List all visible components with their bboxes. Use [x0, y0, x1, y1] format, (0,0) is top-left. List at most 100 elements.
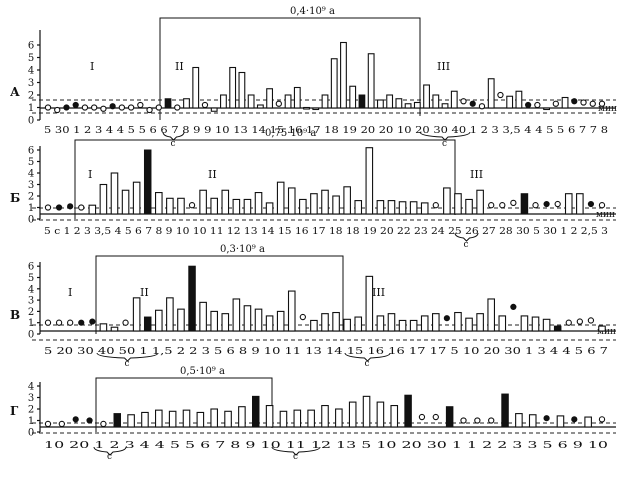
panel-2-data-point [532, 202, 539, 209]
panel-3-data-bar [465, 317, 473, 332]
panel-4-data-bar [335, 408, 343, 428]
panel-3-data-point [122, 319, 129, 326]
panel-4-data-bar [279, 410, 288, 428]
panel-2-data-point [188, 202, 196, 209]
panel-4-data-point [474, 417, 481, 424]
panel-1-data-point [109, 103, 116, 110]
panel-4-data-point [432, 413, 439, 421]
panel-2-data-point [432, 202, 439, 209]
panel-3-data-bar [387, 313, 396, 332]
panel-1-data-point [54, 106, 61, 114]
panel-2-y-tick-label: 6 [28, 146, 34, 157]
panel-3-data-point [587, 317, 595, 324]
panel-1-interval-label-1: с [171, 139, 176, 149]
panel-4-data-bar [196, 411, 205, 428]
panel-1-data-bar [192, 66, 200, 109]
panel-4-data-bar [556, 415, 565, 428]
panel-4-data-point [598, 416, 606, 423]
panel-2-unit-label: мин [596, 210, 615, 220]
panel-4-data-point [72, 416, 79, 423]
panel-1-data-bar [330, 58, 338, 109]
panel-3-phase-bracket [95, 255, 344, 334]
panel-3-phase-label-2: II [140, 286, 149, 299]
panel-3-interval-label-1: с [125, 359, 130, 369]
panel-2-data-bar [420, 202, 429, 215]
panel-3-y-tick-label: 2 [28, 307, 34, 318]
panel-3-data-bar [553, 325, 562, 332]
panel-3-data-bar [254, 308, 263, 332]
panel-1-data-point [127, 104, 135, 111]
panel-1-data-bar [441, 103, 449, 109]
panel-2-data-bar [155, 192, 163, 215]
panel-3-y-tick-label: 4 [28, 284, 34, 295]
panel-3-data-bar [188, 265, 196, 332]
panel-2-data-bar [387, 200, 396, 215]
panel-1-data-point [81, 104, 89, 111]
panel-4-data-bar [113, 413, 121, 428]
panel-3-data-bar [132, 297, 141, 332]
panel-1-data-bar [487, 78, 495, 109]
panel-2-interval-brace-1 [454, 232, 479, 242]
panel-2-data-point [44, 204, 52, 211]
panel-2-data-bar [132, 181, 141, 215]
panel-4-data-bar [182, 409, 191, 428]
panel-4-data-bar [376, 401, 385, 428]
panel-3-data-bar [420, 315, 429, 332]
panel-2-data-point [587, 200, 595, 208]
panel-2-data-bar [310, 193, 318, 215]
panel-1-y-tick-label: 5 [28, 53, 34, 64]
panel-2-data-point [598, 202, 606, 209]
panel-4-data-bar [445, 406, 454, 428]
panel-4-data-bar [362, 395, 371, 428]
panel-4-data-point [44, 420, 52, 428]
panel-1-data-point [497, 91, 504, 99]
panel-1-phase-label-2: II [175, 60, 184, 73]
panel-3-y-tick-label: 6 [28, 262, 34, 273]
panel-3-interval-brace-1 [96, 352, 159, 362]
panel-4-data-point [418, 413, 426, 421]
panel-3-data-bar [498, 315, 507, 332]
panel-3-data-point [44, 319, 52, 326]
panel-2-panel-letter: Б [10, 191, 20, 205]
panel-2-data-bar [564, 193, 573, 215]
panel-3-data-bar [143, 316, 152, 332]
panel-4-data-bar [307, 409, 315, 428]
panel-2-data-point [67, 203, 74, 210]
panel-1-data-bar [321, 94, 329, 109]
panel-1-data-bar [515, 90, 523, 109]
panel-3-panel-letter: В [10, 308, 20, 322]
panel-1-data-point [460, 98, 467, 105]
panel-4-data-bar [168, 410, 177, 428]
panel-3-data-bar [409, 319, 418, 332]
panel-1-y-tick-label: 2 [28, 91, 34, 102]
panel-1-data-point [72, 101, 79, 109]
panel-4-data-point [488, 417, 495, 424]
panel-3-data-point [299, 313, 306, 321]
panel-4-interval-label-2: с [293, 452, 298, 462]
panel-3-data-point [510, 303, 517, 310]
panel-3-data-bar [431, 313, 440, 332]
panel-1-data-bar [506, 95, 514, 109]
panel-1-data-bar [413, 101, 421, 109]
panel-1-data-point [91, 104, 98, 111]
panel-1-data-point [534, 101, 541, 109]
panel-4-data-bar [141, 411, 149, 428]
panel-3-data-bar [310, 319, 318, 332]
panel-2-data-bar [210, 197, 218, 215]
panel-1-y-tick-label: 4 [28, 66, 34, 77]
panel-1-data-bar [561, 96, 569, 109]
panel-3-data-bar [520, 315, 529, 332]
panel-2-y-tick-label: 3 [28, 180, 34, 191]
panel-3-data-bar [287, 290, 296, 332]
panel-1-data-bar [164, 98, 172, 109]
panel-2-bracket-label: 0,75·10⁹ а [265, 128, 316, 139]
panel-3-data-bar [365, 275, 374, 332]
panel-1-y-tick-label: 3 [28, 78, 34, 89]
panel-1-unit-label: мин [598, 104, 617, 114]
panel-3-data-bar [598, 325, 606, 332]
panel-1-data-point [100, 105, 107, 112]
panel-1-data-bar [312, 107, 320, 111]
panel-1-data-point [201, 101, 209, 109]
panel-3-data-point [67, 319, 74, 326]
